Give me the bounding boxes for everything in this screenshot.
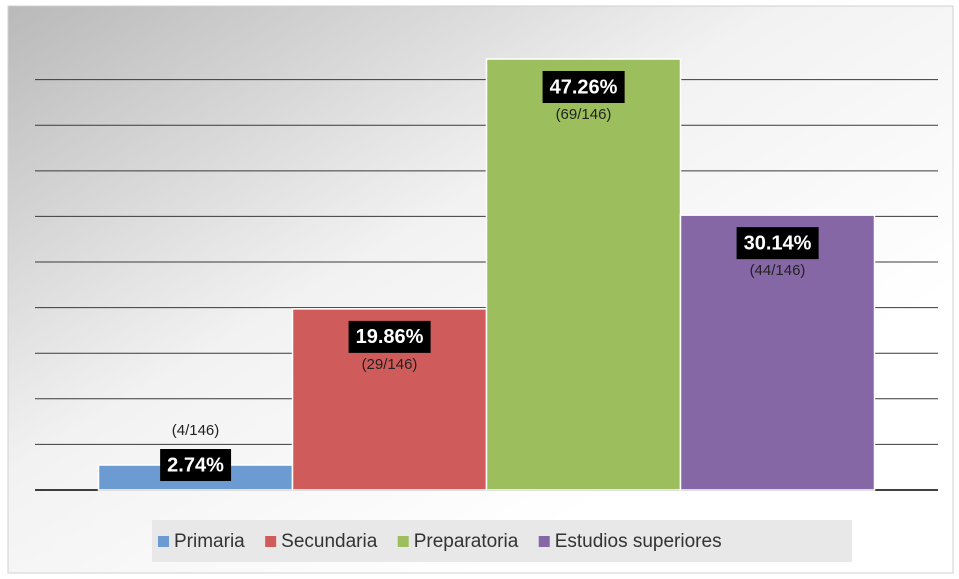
count-label: (4/146) (172, 422, 220, 439)
value-label: 2.74% (167, 454, 224, 476)
bar (291, 308, 488, 491)
legend-swatch (397, 536, 409, 547)
value-label: 19.86% (356, 326, 424, 348)
value-label-box (736, 227, 819, 260)
bar (485, 58, 682, 491)
value-label-box (160, 449, 232, 482)
legend-label: Estudios superiores (555, 531, 722, 552)
value-label-box (542, 71, 625, 104)
legend-label: Secundaria (281, 531, 378, 552)
legend-swatch (265, 536, 277, 547)
legend-label: Preparatoria (414, 531, 519, 552)
value-label-box (348, 320, 431, 353)
count-label: (69/146) (556, 106, 612, 123)
value-label: 30.14% (744, 232, 812, 254)
count-label: (44/146) (750, 262, 806, 279)
legend-swatch (158, 536, 169, 547)
bar (679, 214, 876, 491)
count-label: (29/146) (362, 356, 418, 373)
legend-swatch (538, 536, 550, 547)
value-label: 47.26% (550, 76, 618, 98)
legend-label: Primaria (174, 531, 245, 552)
